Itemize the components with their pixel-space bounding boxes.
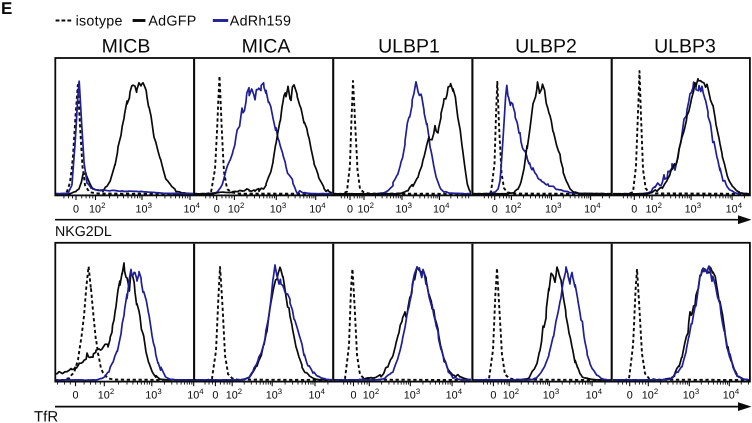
svg-text:10: 10 xyxy=(98,390,110,402)
svg-text:10: 10 xyxy=(396,204,408,216)
svg-text:MICA: MICA xyxy=(242,36,291,58)
svg-text:ULBP2: ULBP2 xyxy=(515,36,577,58)
svg-text:10: 10 xyxy=(433,204,445,216)
svg-text:2: 2 xyxy=(370,201,374,210)
svg-text:4: 4 xyxy=(199,387,204,396)
svg-text:3: 3 xyxy=(555,387,559,396)
svg-text:4: 4 xyxy=(458,387,463,396)
svg-text:10: 10 xyxy=(543,390,555,402)
svg-text:10: 10 xyxy=(503,390,515,402)
svg-text:0: 0 xyxy=(214,204,220,216)
svg-text:10: 10 xyxy=(505,204,517,216)
svg-text:NKG2DL: NKG2DL xyxy=(55,224,112,240)
svg-text:10: 10 xyxy=(683,390,695,402)
svg-text:0: 0 xyxy=(492,204,498,216)
svg-text:4: 4 xyxy=(321,201,326,210)
svg-text:2: 2 xyxy=(240,201,244,210)
svg-text:10: 10 xyxy=(89,204,101,216)
svg-text:0: 0 xyxy=(73,204,79,216)
svg-text:10: 10 xyxy=(358,204,370,216)
svg-text:10: 10 xyxy=(363,390,375,402)
svg-text:10: 10 xyxy=(723,390,735,402)
svg-text:10: 10 xyxy=(226,390,238,402)
svg-text:10: 10 xyxy=(270,204,282,216)
svg-text:3: 3 xyxy=(695,387,699,396)
svg-text:10: 10 xyxy=(726,204,738,216)
svg-text:2: 2 xyxy=(515,387,519,396)
svg-text:3: 3 xyxy=(282,201,286,210)
svg-text:4: 4 xyxy=(735,387,740,396)
svg-text:0: 0 xyxy=(72,390,78,402)
svg-text:isotype: isotype xyxy=(76,13,123,29)
svg-text:3: 3 xyxy=(416,387,420,396)
svg-text:4: 4 xyxy=(596,201,601,210)
svg-text:10: 10 xyxy=(404,390,416,402)
svg-text:10: 10 xyxy=(309,204,321,216)
svg-text:MICB: MICB xyxy=(102,36,151,58)
svg-text:4: 4 xyxy=(196,201,201,210)
svg-text:TfR: TfR xyxy=(34,409,58,423)
svg-text:10: 10 xyxy=(184,204,196,216)
svg-text:3: 3 xyxy=(697,201,701,210)
svg-text:AdRh159: AdRh159 xyxy=(230,13,291,29)
svg-text:10: 10 xyxy=(646,204,658,216)
svg-text:2: 2 xyxy=(375,387,379,396)
svg-text:ULBP3: ULBP3 xyxy=(654,36,716,58)
svg-text:0: 0 xyxy=(627,390,633,402)
svg-text:10: 10 xyxy=(228,204,240,216)
svg-text:10: 10 xyxy=(584,204,596,216)
svg-text:3: 3 xyxy=(278,387,282,396)
svg-text:2: 2 xyxy=(101,201,105,210)
svg-text:10: 10 xyxy=(642,390,654,402)
svg-text:E: E xyxy=(1,0,12,18)
svg-text:3: 3 xyxy=(148,201,152,210)
svg-text:4: 4 xyxy=(738,201,743,210)
svg-text:3: 3 xyxy=(157,387,161,396)
svg-text:10: 10 xyxy=(685,204,697,216)
svg-text:10: 10 xyxy=(266,390,278,402)
svg-text:ULBP1: ULBP1 xyxy=(378,36,440,58)
svg-text:AdGFP: AdGFP xyxy=(148,13,196,29)
svg-text:3: 3 xyxy=(408,201,412,210)
svg-text:2: 2 xyxy=(654,387,658,396)
svg-text:2: 2 xyxy=(658,201,662,210)
svg-text:3: 3 xyxy=(557,201,561,210)
svg-text:10: 10 xyxy=(187,390,199,402)
svg-text:10: 10 xyxy=(145,390,157,402)
svg-text:4: 4 xyxy=(598,387,603,396)
svg-text:0: 0 xyxy=(347,204,353,216)
svg-text:4: 4 xyxy=(445,201,450,210)
svg-text:10: 10 xyxy=(446,390,458,402)
svg-text:4: 4 xyxy=(321,387,326,396)
svg-text:10: 10 xyxy=(586,390,598,402)
svg-text:2: 2 xyxy=(238,387,242,396)
svg-text:2: 2 xyxy=(517,201,521,210)
svg-text:0: 0 xyxy=(212,390,218,402)
svg-text:2: 2 xyxy=(110,387,114,396)
svg-text:10: 10 xyxy=(545,204,557,216)
svg-text:0: 0 xyxy=(490,390,496,402)
svg-text:0: 0 xyxy=(631,204,637,216)
svg-text:0: 0 xyxy=(350,390,356,402)
svg-text:10: 10 xyxy=(136,204,148,216)
svg-text:10: 10 xyxy=(309,390,321,402)
